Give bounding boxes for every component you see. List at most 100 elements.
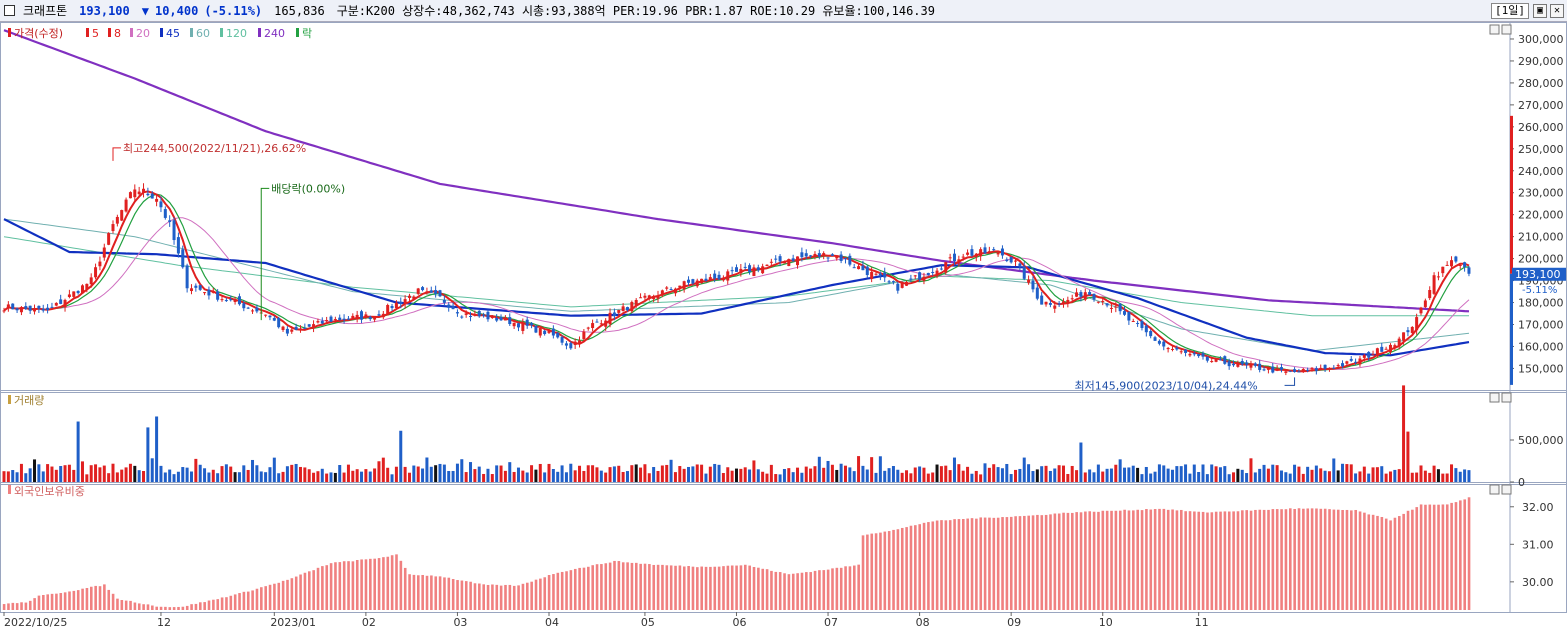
- volume-bar: [957, 464, 961, 482]
- candle: [346, 318, 350, 320]
- candle: [24, 306, 28, 309]
- volume-bar: [503, 470, 507, 482]
- restore-button[interactable]: ▣: [1533, 3, 1547, 18]
- candle: [1271, 366, 1275, 373]
- volume-bar: [338, 465, 342, 482]
- panel-restore-button[interactable]: [1489, 24, 1500, 35]
- volume-bar: [1367, 473, 1371, 482]
- foreign-bar: [643, 563, 647, 610]
- foreign-bar: [748, 565, 751, 610]
- foreign-bar: [752, 567, 756, 610]
- candle: [909, 278, 913, 280]
- foreign-bar: [190, 604, 193, 610]
- volume-bar: [1027, 464, 1031, 482]
- foreign-bar: [905, 527, 908, 610]
- volume-bar: [72, 469, 76, 482]
- volume-bar: [1048, 470, 1052, 482]
- foreign-bar: [495, 584, 499, 610]
- foreign-bar: [1118, 510, 1122, 610]
- volume-bar: [185, 467, 189, 482]
- volume-bar: [98, 467, 102, 482]
- candle: [512, 322, 516, 327]
- candle: [98, 261, 102, 267]
- foreign-bar: [1319, 508, 1323, 610]
- volume-bar: [107, 473, 111, 482]
- price-tick-label: 290,000: [1518, 55, 1564, 68]
- period-selector[interactable]: [1일]: [1491, 2, 1529, 19]
- foreign-legend-swatch: [8, 485, 11, 494]
- price-tick-label: 150,000: [1518, 362, 1564, 375]
- foreign-bar: [630, 562, 634, 610]
- volume-bar: [987, 467, 991, 482]
- candle: [1096, 301, 1100, 303]
- foreign-bar: [482, 584, 485, 610]
- candle: [1419, 307, 1423, 314]
- candle: [639, 297, 643, 299]
- foreign-bar: [735, 565, 738, 610]
- volume-bar: [1005, 463, 1009, 482]
- volume-bar: [264, 472, 268, 482]
- volume-bar: [1306, 466, 1310, 482]
- candle: [89, 277, 93, 285]
- volume-bar: [168, 469, 172, 482]
- close-button[interactable]: ✕: [1550, 3, 1564, 18]
- foreign-bar: [260, 587, 263, 610]
- volume-bar: [564, 472, 568, 482]
- foreign-bar: [199, 602, 202, 610]
- candle: [1053, 305, 1057, 309]
- volume-bar: [233, 472, 237, 482]
- candle: [543, 330, 547, 335]
- foreign-bar: [1014, 516, 1017, 610]
- ma45-line: [3, 218, 1470, 357]
- candle: [852, 267, 856, 269]
- foreign-bar: [604, 563, 608, 610]
- candle: [54, 302, 58, 306]
- candle: [935, 270, 939, 276]
- volume-bar: [11, 470, 15, 482]
- foreign-bar: [587, 566, 590, 610]
- foreign-bar: [800, 572, 804, 610]
- foreign-bar: [338, 562, 342, 610]
- volume-bar: [730, 470, 734, 482]
- candle: [1205, 356, 1209, 361]
- candle: [765, 264, 769, 267]
- panel-close-button[interactable]: [1501, 392, 1512, 403]
- foreign-bar: [1049, 514, 1052, 610]
- foreign-bar: [1197, 511, 1201, 610]
- volume-bar: [490, 474, 494, 482]
- foreign-bar: [914, 525, 917, 610]
- candle: [1458, 264, 1462, 266]
- volume-bar: [591, 465, 595, 482]
- foreign-bar: [1271, 509, 1275, 610]
- foreign-bar: [1389, 520, 1392, 610]
- volume-bar: [578, 465, 582, 482]
- volume-bar: [1354, 473, 1358, 482]
- volume-bar: [621, 471, 625, 482]
- candle: [604, 320, 608, 327]
- panel-close-button[interactable]: [1501, 484, 1512, 495]
- volume-bar: [477, 466, 481, 482]
- candle: [582, 331, 586, 340]
- candle: [913, 275, 917, 277]
- volume-bar: [1310, 469, 1314, 482]
- panel-restore-button[interactable]: [1489, 484, 1500, 495]
- select-checkbox[interactable]: [4, 5, 15, 16]
- volume-bar: [1419, 465, 1423, 482]
- panel-restore-button[interactable]: [1489, 392, 1500, 403]
- foreign-bar: [565, 571, 568, 610]
- volume-bar: [682, 468, 686, 482]
- panel-close-button[interactable]: [1501, 24, 1512, 35]
- candle: [1009, 257, 1013, 263]
- candle: [1445, 264, 1449, 266]
- candle: [721, 277, 725, 281]
- candle: [739, 268, 743, 274]
- candle: [277, 318, 281, 328]
- volume-bar: [1358, 471, 1362, 482]
- candle: [1048, 302, 1052, 305]
- foreign-tick-label: 32.00: [1522, 501, 1554, 514]
- volume-bar: [1079, 442, 1083, 482]
- foreign-bar: [556, 572, 560, 610]
- ma-legend-label: 45: [166, 27, 180, 40]
- candle: [1114, 306, 1118, 308]
- foreign-bar: [1079, 512, 1083, 610]
